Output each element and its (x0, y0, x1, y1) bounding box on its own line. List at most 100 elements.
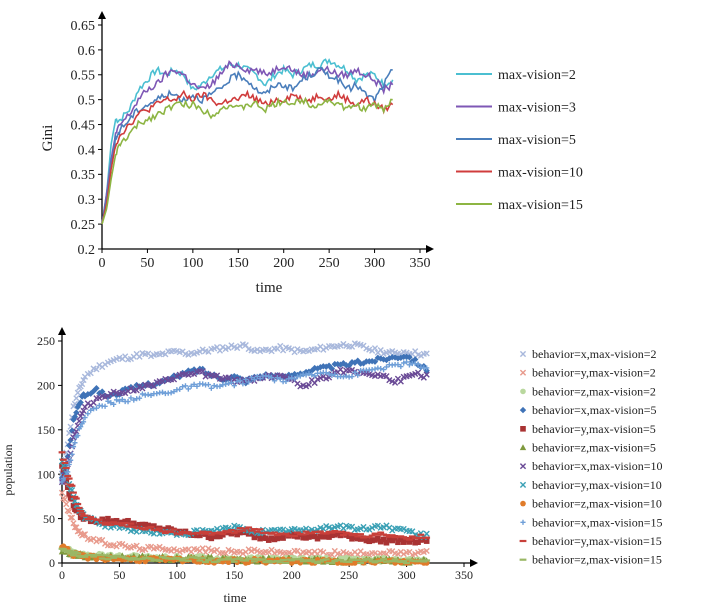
data-point (355, 372, 361, 378)
data-point (271, 378, 278, 384)
x-tick-label: 150 (225, 568, 243, 582)
x-axis-arrow (470, 559, 478, 567)
data-point (70, 502, 77, 509)
data-point (72, 440, 78, 446)
series-line (101, 89, 394, 225)
legend-label: behavior=y,max-vision=2 (532, 366, 656, 380)
data-point (415, 361, 421, 367)
data-point (280, 535, 286, 541)
x-tick-label: 200 (283, 568, 301, 582)
data-point (80, 391, 87, 398)
data-point (366, 538, 373, 545)
data-point (217, 383, 223, 389)
data-point (248, 374, 255, 381)
data-point (242, 529, 249, 536)
data-point (265, 537, 272, 543)
y-tick-label: 0.25 (71, 218, 96, 233)
legend-item: behavior=z,max-vision=5 (519, 441, 656, 455)
data-point (326, 371, 332, 377)
y-tick-label: 0.6 (78, 44, 96, 59)
legend-item: behavior=y,max-vision=10 (519, 478, 662, 492)
data-point (237, 377, 243, 384)
data-point (234, 379, 240, 385)
data-point (68, 514, 76, 521)
data-point (67, 514, 74, 521)
data-point (74, 389, 81, 396)
data-point (76, 417, 83, 425)
legend-marker (520, 519, 526, 525)
legend-label: max-vision=10 (498, 166, 583, 181)
data-point (119, 540, 126, 548)
data-point (406, 362, 413, 368)
data-point (323, 344, 330, 351)
data-point (75, 432, 81, 439)
legend-marker (520, 388, 526, 395)
data-point (257, 375, 263, 382)
data-point (329, 372, 335, 379)
data-point (418, 537, 424, 543)
legend-label: behavior=z,max-vision=15 (532, 553, 662, 567)
data-point (424, 365, 430, 371)
x-tick-label: 250 (340, 568, 358, 582)
data-point (257, 535, 263, 542)
data-point (414, 369, 422, 376)
series-behavior=y,max-vision=2 (58, 489, 430, 559)
x-axis-label: time (223, 590, 246, 605)
y-axis-arrow (58, 327, 66, 335)
series-line (101, 66, 393, 225)
data-point (312, 373, 318, 379)
x-tick-label: 0 (59, 568, 65, 582)
data-point (263, 535, 269, 542)
x-tick-label: 0 (99, 256, 106, 271)
data-point (105, 398, 111, 404)
data-point (73, 395, 80, 402)
data-point (317, 533, 324, 539)
data-point (119, 396, 125, 403)
data-point (136, 383, 143, 390)
data-point (271, 536, 278, 543)
data-point (231, 383, 237, 389)
data-point (80, 531, 87, 538)
data-point (423, 547, 430, 555)
data-point (188, 383, 194, 389)
legend-item: behavior=z,max-vision=2 (520, 384, 656, 398)
data-point (139, 521, 146, 528)
data-point (260, 534, 266, 541)
data-point (375, 535, 381, 542)
data-point (177, 386, 183, 392)
data-point (239, 550, 246, 557)
data-point (159, 389, 166, 395)
data-point (145, 522, 151, 529)
data-point (93, 366, 100, 373)
data-point (194, 532, 200, 539)
data-point (423, 371, 430, 378)
data-point (323, 533, 329, 540)
data-point (346, 533, 352, 540)
legend-label: max-vision=3 (498, 101, 576, 116)
legend-item: max-vision=3 (456, 101, 576, 116)
data-point (326, 534, 332, 540)
legend-label: behavior=x,max-vision=5 (532, 403, 657, 417)
data-point (269, 374, 275, 381)
data-point (122, 518, 128, 525)
legend-item: max-vision=2 (456, 68, 576, 83)
data-point (395, 539, 401, 546)
data-point (305, 347, 313, 355)
data-point (116, 398, 123, 404)
data-point (349, 373, 355, 380)
legend-marker (520, 426, 526, 432)
data-point (314, 535, 321, 542)
data-point (354, 535, 361, 542)
data-point (80, 419, 87, 425)
data-point (199, 368, 206, 375)
y-tick-label: 0.35 (71, 168, 96, 183)
data-point (332, 371, 338, 378)
data-point (102, 403, 108, 409)
data-point (283, 378, 289, 385)
series-behavior=y,max-vision=15 (58, 451, 431, 541)
data-point (391, 379, 399, 386)
x-tick-label: 200 (273, 256, 294, 271)
x-axis-label: time (256, 280, 283, 296)
legend-marker (519, 481, 527, 488)
legend-marker (520, 500, 526, 507)
